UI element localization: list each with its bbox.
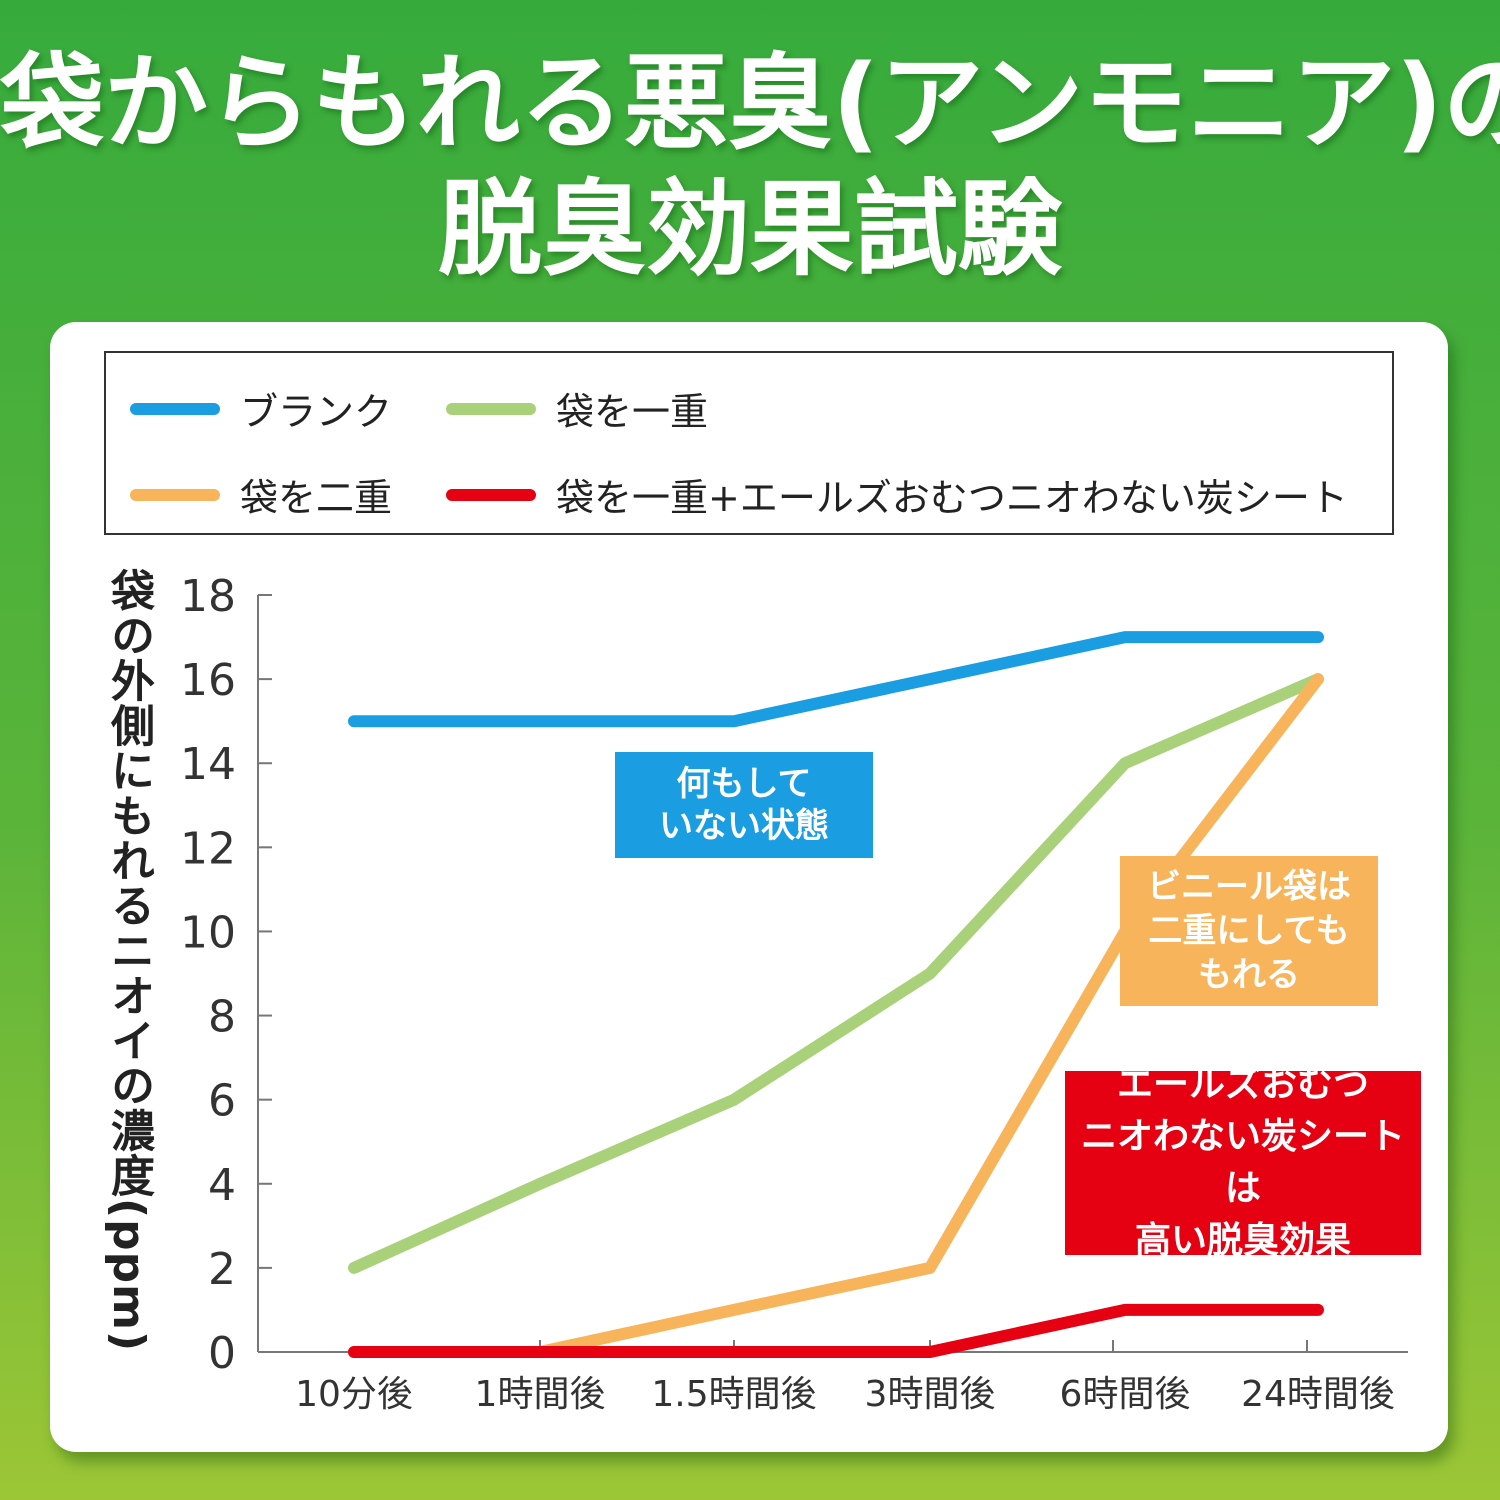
legend-label-double-bag: 袋を二重 xyxy=(240,476,393,520)
y-tick-label: 6 xyxy=(208,1076,236,1127)
x-tick-label: 1.5時間後 xyxy=(651,1374,816,1415)
legend-item-blank: ブランク xyxy=(130,381,392,436)
x-tick-label: 24時間後 xyxy=(1241,1374,1395,1415)
legend-label-blank: ブランク xyxy=(240,390,393,434)
title-line-2: 脱臭効果試験 xyxy=(437,168,1062,290)
legend-label-single-bag: 袋を一重 xyxy=(556,390,709,434)
y-tick-label: 14 xyxy=(180,739,236,790)
y-tick-label: 10 xyxy=(180,907,236,958)
callout-blank: 何もして いない状態 xyxy=(615,752,873,858)
page-title: 袋からもれる悪臭(アンモニア)の 脱臭効果試験 xyxy=(0,40,1500,292)
y-axis-label: 袋の外側にもれるニオイの濃度(ppm) xyxy=(103,568,154,1353)
title-line-1: 袋からもれる悪臭(アンモニア)の xyxy=(0,42,1500,164)
legend-item-double-bag: 袋を二重 xyxy=(130,467,392,522)
callout-sheet-text: エールズおむつ ニオわない炭シートは 高い脱臭効果 xyxy=(1080,1064,1405,1261)
y-tick-label: 4 xyxy=(208,1160,236,1211)
chart-legend: ブランク 袋を一重 袋を二重 袋を一重+エールズおむつニオわない炭シート xyxy=(104,351,1394,535)
y-tick-label: 16 xyxy=(180,655,236,706)
y-tick-label: 12 xyxy=(180,823,236,874)
y-tick-label: 18 xyxy=(180,571,236,622)
callout-sheet: エールズおむつ ニオわない炭シートは 高い脱臭効果 xyxy=(1065,1064,1421,1261)
series-line-3 xyxy=(348,1303,1324,1358)
x-tick-label: 1時間後 xyxy=(475,1374,606,1415)
callout-double-bag: ビニール袋は 二重にしても もれる xyxy=(1120,856,1378,1006)
y-tick-label: 2 xyxy=(208,1244,236,1295)
legend-swatch-double-bag xyxy=(130,488,220,501)
series-line-0 xyxy=(348,631,1324,728)
x-tick-label: 3時間後 xyxy=(865,1374,996,1415)
legend-swatch-sheet xyxy=(446,488,536,501)
callout-blank-text: 何もして いない状態 xyxy=(659,764,829,846)
legend-item-single-bag: 袋を一重 xyxy=(446,381,708,436)
y-tick-label: 8 xyxy=(208,992,236,1043)
legend-swatch-blank xyxy=(130,402,220,415)
y-tick-label: 0 xyxy=(208,1328,236,1379)
legend-item-sheet: 袋を一重+エールズおむつニオわない炭シート xyxy=(446,467,1348,522)
series-line-1 xyxy=(348,673,1324,1274)
callout-double-bag-text: ビニール袋は 二重にしても もれる xyxy=(1147,867,1351,995)
x-tick-label: 10分後 xyxy=(295,1374,413,1415)
x-tick-label: 6時間後 xyxy=(1060,1374,1191,1415)
legend-label-sheet: 袋を一重+エールズおむつニオわない炭シート xyxy=(556,476,1348,520)
legend-swatch-single-bag xyxy=(446,402,536,415)
